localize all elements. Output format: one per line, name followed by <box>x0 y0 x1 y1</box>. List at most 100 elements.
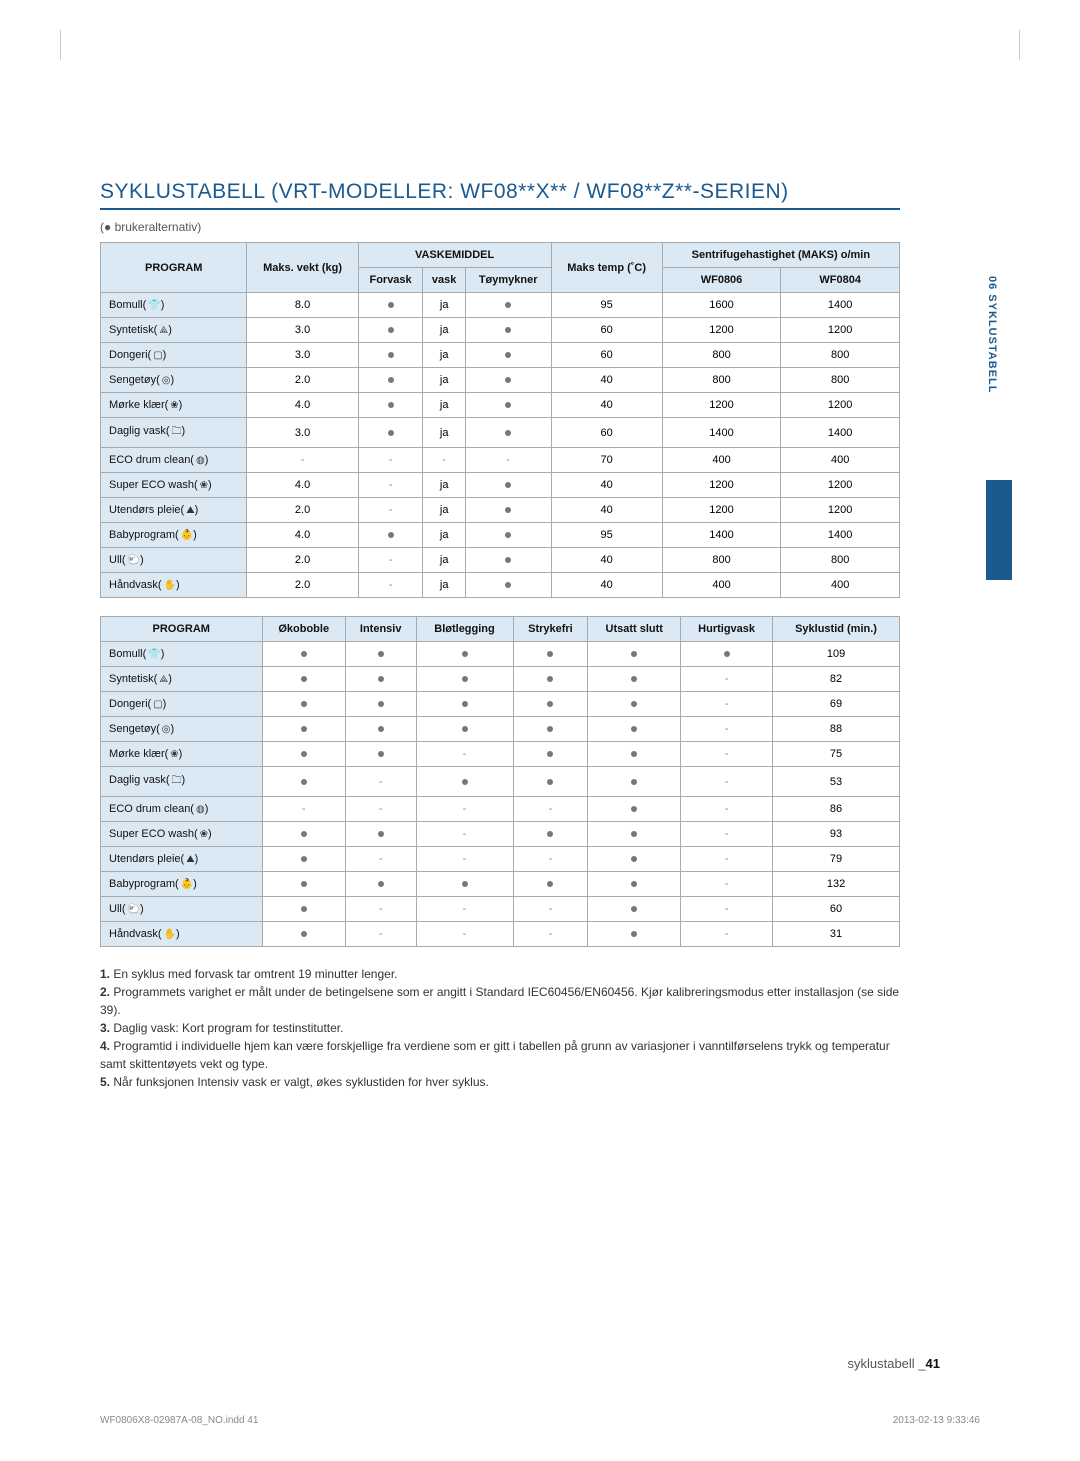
cell <box>345 692 416 717</box>
table-row: Dongeri(▢)-69 <box>101 692 900 717</box>
cell <box>588 872 681 897</box>
table-row: Mørke klær(❀)4.0ja4012001200 <box>101 393 900 418</box>
cell: 2.0 <box>247 548 358 573</box>
cell <box>588 897 681 922</box>
cell <box>262 692 345 717</box>
cell: - <box>416 797 513 822</box>
sidebar-indicator <box>986 480 1012 580</box>
cell <box>262 872 345 897</box>
table-row: Sengetøy(◎)-88 <box>101 717 900 742</box>
cell <box>262 767 345 797</box>
cell: 1200 <box>781 473 900 498</box>
cell: 93 <box>773 822 900 847</box>
cell: 109 <box>773 642 900 667</box>
table-row: Super ECO wash(❀)4.0-ja4012001200 <box>101 473 900 498</box>
note-4: Programtid i individuelle hjem kan være … <box>100 1039 890 1071</box>
cell <box>465 318 551 343</box>
cell <box>513 767 588 797</box>
cell: ja <box>423 368 465 393</box>
cell: 1200 <box>781 318 900 343</box>
cell: 4.0 <box>247 393 358 418</box>
cell <box>358 343 423 368</box>
cell <box>262 897 345 922</box>
cell: ja <box>423 523 465 548</box>
cell: 132 <box>773 872 900 897</box>
cell <box>465 523 551 548</box>
cell <box>465 368 551 393</box>
th-wf0804: WF0804 <box>781 268 900 293</box>
cell: - <box>681 922 773 947</box>
cell: - <box>681 667 773 692</box>
program-cell: Håndvask(✋) <box>101 922 263 947</box>
program-cell: Babyprogram(👶) <box>101 523 247 548</box>
cell: ja <box>423 343 465 368</box>
cell: 4.0 <box>247 473 358 498</box>
cell: - <box>681 742 773 767</box>
cell <box>358 523 423 548</box>
th-syklustid: Syklustid (min.) <box>773 617 900 642</box>
cell <box>588 717 681 742</box>
cell <box>262 717 345 742</box>
program-cell: Daglig vask(🗀) <box>101 418 247 448</box>
cell: - <box>416 897 513 922</box>
table-row: Sengetøy(◎)2.0ja40800800 <box>101 368 900 393</box>
cell: 1400 <box>781 418 900 448</box>
cell: - <box>681 897 773 922</box>
program-cell: Utendørs pleie(⛰) <box>101 498 247 523</box>
table-row: Bomull(👕)8.0ja9516001400 <box>101 293 900 318</box>
note-1: En syklus med forvask tar omtrent 19 min… <box>113 967 397 981</box>
cell: - <box>465 448 551 473</box>
cell: 1400 <box>781 523 900 548</box>
cell <box>416 642 513 667</box>
cycle-table-1: PROGRAM Maks. vekt (kg) VASKEMIDDEL Maks… <box>100 242 900 598</box>
cell: - <box>358 498 423 523</box>
table-row: Dongeri(▢)3.0ja60800800 <box>101 343 900 368</box>
cell: 88 <box>773 717 900 742</box>
program-cell: Syntetisk(⟁) <box>101 667 263 692</box>
cell <box>262 922 345 947</box>
th-vask: vask <box>423 268 465 293</box>
cell: 40 <box>551 473 662 498</box>
cell: 2.0 <box>247 573 358 598</box>
cell: 1200 <box>662 393 781 418</box>
cell: - <box>358 473 423 498</box>
cell: 4.0 <box>247 523 358 548</box>
table-row: Daglig vask(🗀)3.0ja6014001400 <box>101 418 900 448</box>
cell <box>588 692 681 717</box>
note-2: Programmets varighet er målt under de be… <box>100 985 899 1017</box>
cell <box>465 548 551 573</box>
th-wf0806: WF0806 <box>662 268 781 293</box>
cell: 1400 <box>662 523 781 548</box>
cell: - <box>416 847 513 872</box>
table-row: Bomull(👕)109 <box>101 642 900 667</box>
cell: 400 <box>662 448 781 473</box>
program-cell: Dongeri(▢) <box>101 692 263 717</box>
cell: 1400 <box>662 418 781 448</box>
th-maks-temp: Maks temp (˚C) <box>551 243 662 293</box>
program-cell: Sengetøy(◎) <box>101 717 263 742</box>
crop-mark <box>60 30 78 60</box>
note-5: Når funksjonen Intensiv vask er valgt, ø… <box>113 1075 489 1089</box>
cell <box>358 318 423 343</box>
cell: 1200 <box>781 498 900 523</box>
table-row: ECO drum clean(◍)-----86 <box>101 797 900 822</box>
cell <box>358 418 423 448</box>
table-row: Babyprogram(👶)4.0ja9514001400 <box>101 523 900 548</box>
cell: 75 <box>773 742 900 767</box>
cell: ja <box>423 548 465 573</box>
table-row: Babyprogram(👶)-132 <box>101 872 900 897</box>
cell <box>513 667 588 692</box>
cell: - <box>345 797 416 822</box>
cell: 8.0 <box>247 293 358 318</box>
cell: 40 <box>551 498 662 523</box>
cell: - <box>345 897 416 922</box>
program-cell: ECO drum clean(◍) <box>101 448 247 473</box>
cell <box>345 742 416 767</box>
cell: - <box>247 448 358 473</box>
cell: 1200 <box>781 393 900 418</box>
cell: 800 <box>781 343 900 368</box>
cell: 1200 <box>662 473 781 498</box>
cell: - <box>416 922 513 947</box>
cell <box>465 498 551 523</box>
th-maks-vekt: Maks. vekt (kg) <box>247 243 358 293</box>
